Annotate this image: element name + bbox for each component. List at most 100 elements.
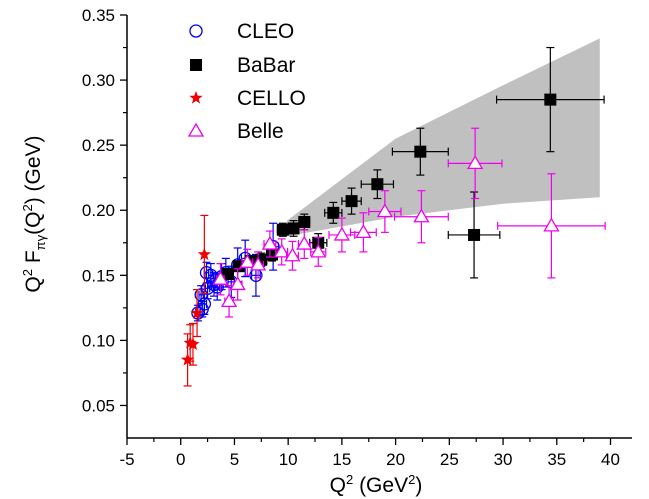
y-tick-label: 0.05 (82, 396, 115, 415)
legend-circle-open-marker (189, 24, 203, 38)
x-tick-label: 35 (547, 450, 566, 469)
square-filled-marker (414, 145, 427, 158)
triangle-open-marker (212, 270, 229, 285)
legend-item-cello: CELLO (189, 87, 306, 110)
legend-item-cleo: CLEO (189, 20, 294, 43)
triangle-open-marker (376, 203, 394, 218)
x-axis-title: Q2 (GeV2) (330, 472, 423, 497)
square-filled-marker (345, 195, 358, 208)
x-tick-label: 5 (230, 450, 239, 469)
x-tick-label: 10 (279, 450, 298, 469)
data-point (391, 127, 449, 176)
triangle-open-marker (543, 217, 560, 232)
data-point (310, 236, 327, 267)
data-point (324, 201, 343, 224)
x-tick-label: 30 (494, 450, 513, 469)
series-cello (180, 214, 212, 387)
data-point (197, 214, 212, 295)
legend-square-filled-marker (190, 59, 202, 71)
x-tick-label: -5 (119, 450, 134, 469)
triangle-open-marker (249, 256, 267, 271)
triangle-open-marker (273, 243, 290, 258)
square-filled-marker (222, 268, 234, 281)
square-filled-marker (544, 93, 557, 106)
data-point (249, 251, 267, 279)
series-belle (212, 127, 606, 318)
x-tick-label: 40 (601, 450, 620, 469)
data-point (220, 285, 238, 318)
square-filled-marker (287, 222, 300, 235)
triangle-open-marker (220, 293, 238, 307)
triangle-open-marker (261, 235, 279, 250)
y-axis-title: Q2 Fπγ(Q2) (GeV) (20, 135, 48, 292)
legend-label-belle: Belle (237, 120, 284, 143)
square-filled-marker (327, 206, 340, 219)
legend: CLEO BaBar CELLO Belle (187, 20, 306, 143)
data-point (341, 187, 362, 215)
legend-star-filled-marker (189, 91, 203, 104)
data-point (284, 240, 301, 271)
x-tick-label: 20 (386, 450, 405, 469)
data-point (287, 220, 300, 237)
star-filled-marker (180, 352, 195, 366)
data-point (261, 230, 279, 258)
triangle-open-marker (229, 276, 246, 291)
legend-triangle-open-marker (187, 122, 205, 137)
data-point (360, 169, 395, 200)
data-point (276, 222, 289, 237)
y-tick-label: 0.30 (82, 71, 115, 90)
triangle-open-marker (239, 254, 256, 268)
circle-open-marker (199, 266, 214, 280)
data-point (190, 289, 204, 338)
data-point (447, 127, 503, 200)
confidence-band-layer (287, 38, 600, 237)
triangle-open-marker (333, 226, 351, 241)
data-point (447, 191, 501, 279)
square-filled-marker (468, 228, 481, 241)
triangle-open-marker (466, 155, 484, 170)
y-tick-label: 0.35 (82, 6, 115, 25)
triangle-open-marker (355, 224, 372, 239)
y-tick-label: 0.10 (82, 331, 115, 350)
x-tick-label: 0 (176, 450, 185, 469)
data-point (212, 262, 229, 296)
data-layer (180, 46, 606, 387)
y-tick-label: 0.15 (82, 266, 115, 285)
square-filled-marker (276, 223, 289, 236)
data-point (496, 46, 605, 153)
legend-label-cello: CELLO (237, 87, 306, 110)
data-point (497, 173, 606, 279)
tick-labels: -5 0 5 10 15 20 25 30 35 40 0.05 0.10 0.15 0.20 0.25 0.… (82, 6, 620, 469)
square-filled-marker (371, 178, 384, 191)
data-point (296, 229, 313, 259)
data-point (328, 217, 356, 253)
triangle-open-marker (310, 243, 327, 258)
star-filled-marker (186, 337, 200, 350)
star-filled-marker (197, 247, 212, 261)
legend-label-babar: BaBar (237, 54, 295, 77)
triangle-open-marker (284, 247, 301, 262)
x-tick-label: 25 (440, 450, 459, 469)
y-tick-label: 0.20 (82, 201, 115, 220)
legend-item-belle: Belle (187, 120, 284, 143)
data-point (273, 238, 290, 266)
data-point (186, 322, 200, 366)
legend-label-cleo: CLEO (237, 20, 294, 43)
star-filled-marker (190, 306, 204, 319)
legend-item-babar: BaBar (190, 54, 295, 77)
data-point (298, 213, 311, 231)
data-point (229, 268, 246, 301)
data-point (393, 190, 449, 244)
data-point (239, 248, 256, 276)
theory-band (287, 38, 600, 237)
y-tick-label: 0.25 (82, 136, 115, 155)
square-filled-marker (298, 215, 311, 228)
axes (120, 14, 632, 445)
triangle-open-marker (413, 208, 430, 223)
triangle-open-marker (296, 235, 313, 250)
data-point (368, 190, 402, 233)
data-point (349, 212, 377, 253)
square-filled-marker (255, 253, 268, 266)
data-point (222, 268, 234, 281)
